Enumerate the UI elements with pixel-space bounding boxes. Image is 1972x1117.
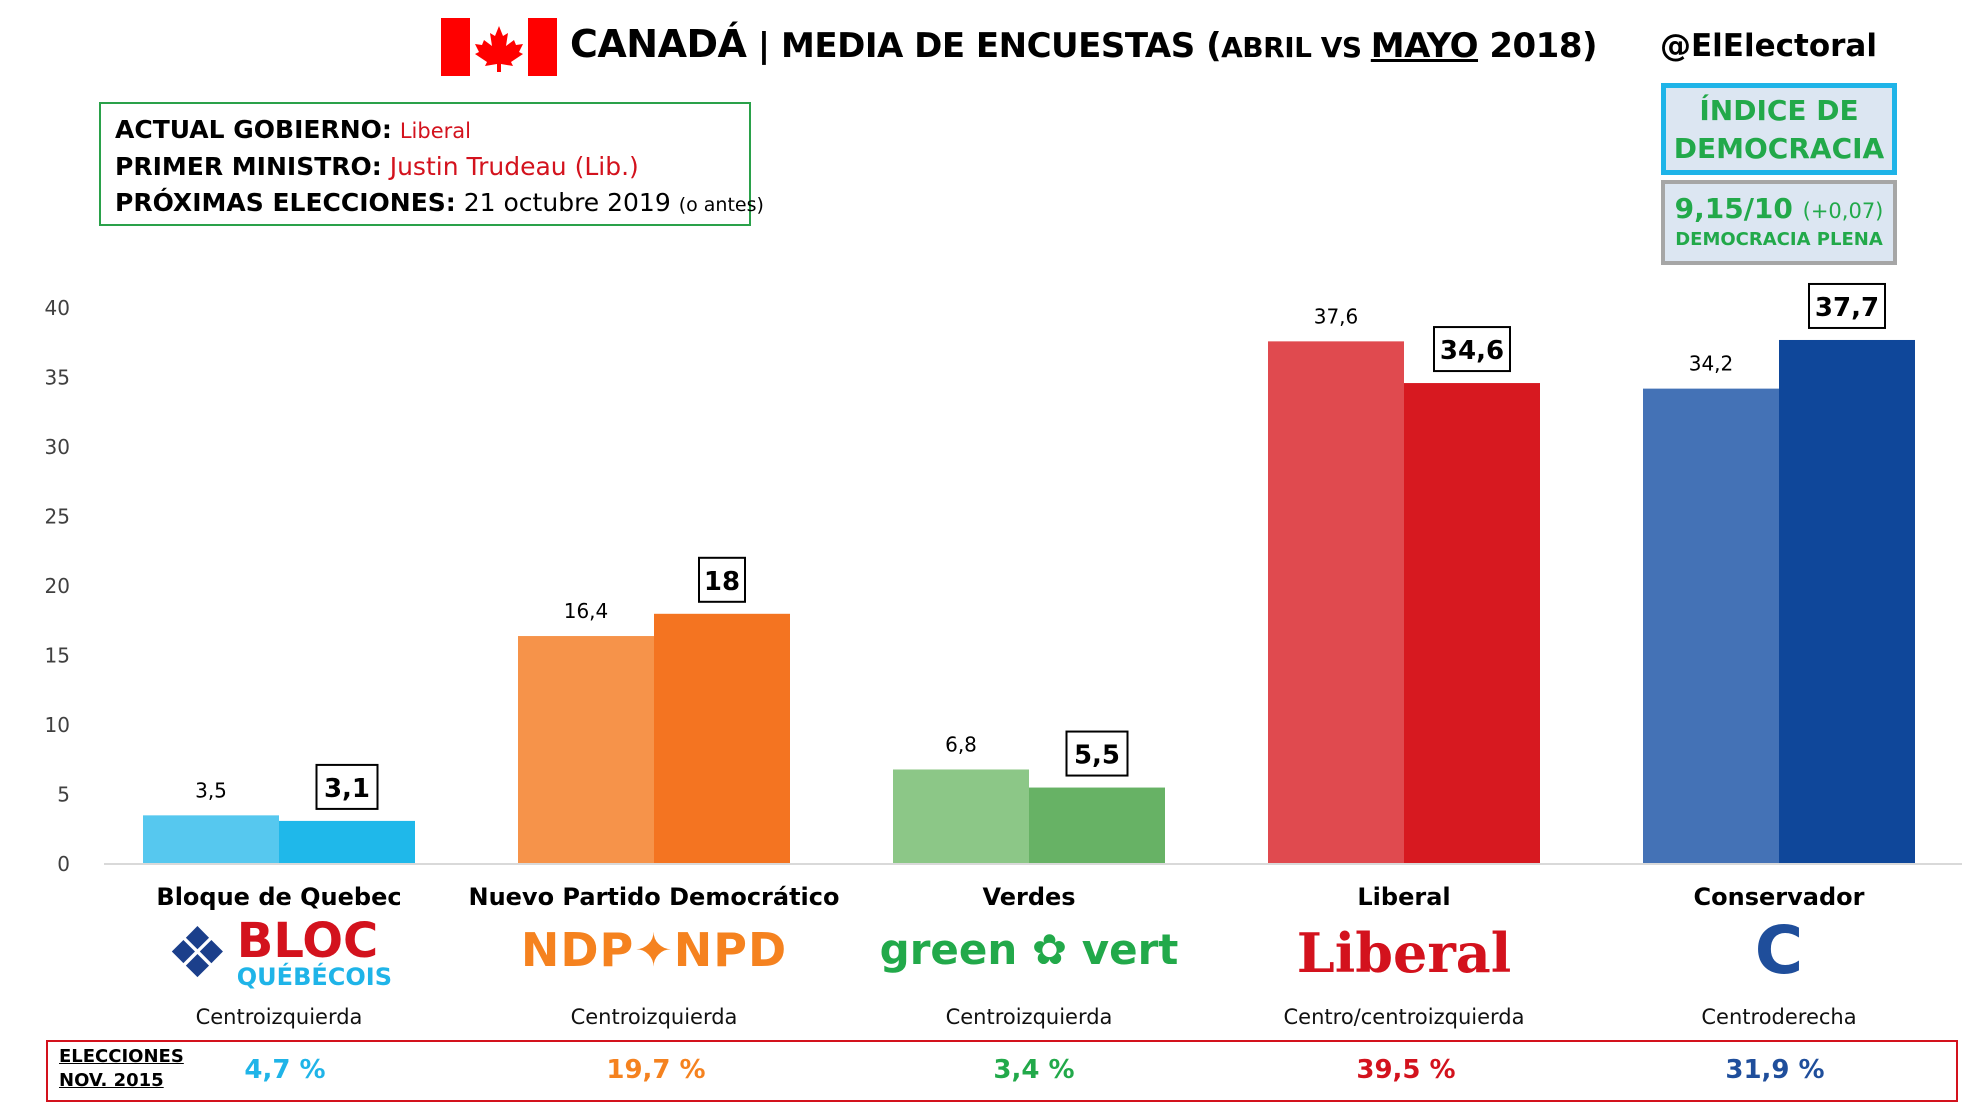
party-ideology: Centroizquierda [195,1005,363,1029]
bloc-logo-line2: QUÉBÉCOIS [236,963,392,991]
page-title: CANADÁ | MEDIA DE ENCUESTAS (ABRIL VS MA… [570,22,1598,66]
data-label-mayo: 34,6 [1440,336,1504,366]
data-label-mayo: 3,1 [324,774,370,804]
gov-label: ACTUAL GOBIERNO: [115,115,392,144]
y-tick-label: 30 [45,435,70,459]
data-label-abril: 6,8 [945,732,977,756]
bar-abril-4 [1643,388,1779,864]
bars [143,339,1915,865]
title-abril: ABRIL VS [1221,31,1371,64]
democracy-score-line: 9,15/10 (+0,07) [1665,192,1893,225]
result-2015-value: 39,5 % [1356,1055,1456,1085]
y-tick-label: 10 [45,713,70,737]
result-2015-value: 19,7 % [606,1055,706,1085]
democracy-category: DEMOCRACIA PLENA [1675,229,1883,250]
party-logo-icon: NDP✦NPD [464,918,844,982]
y-tick-label: 40 [45,296,70,320]
democracy-score: 9,15/10 [1674,192,1793,225]
green-logo-text: green ✿ vert [879,925,1179,974]
data-label-mayo: 18 [704,567,740,597]
data-label-mayo-box [315,763,379,810]
party-logo-icon: ❖ BLOC QUÉBÉCOIS [166,912,392,994]
result-2015-value: 3,4 % [993,1055,1075,1085]
democracy-index-score: 9,15/10 (+0,07) DEMOCRACIA PLENA [1661,180,1897,265]
bar-abril-1 [518,636,654,864]
bar-mayo-2 [1029,787,1165,864]
canada-flag-icon [441,18,557,76]
party-ideology: Centroderecha [1701,1005,1857,1029]
party-name: Nuevo Partido Democrático [468,883,840,911]
bar-mayo-1 [654,613,790,864]
data-labels: 3,5 3,1 16,4 18 6,8 5,5 37,6 34,6 34,2 37,7 [195,282,1886,810]
party-name: Liberal [1357,883,1451,911]
party-ideology: Centroizquierda [570,1005,738,1029]
y-axis: 0 5 10 15 20 25 30 35 40 [45,296,70,876]
democracy-title-line2: DEMOCRACIA [1673,132,1885,165]
bloc-logo-line1: BLOC [236,913,379,969]
next-label: PRÓXIMAS ELECCIONES: [115,188,456,217]
y-tick-label: 35 [45,366,70,390]
data-label-mayo-box [1065,730,1129,777]
y-tick-label: 0 [57,852,70,876]
data-label-abril: 34,2 [1689,352,1734,376]
democracy-title-line1: ÍNDICE DE [1699,94,1859,127]
results-2015-box [46,1040,1958,1102]
next-note: (o antes) [678,194,764,216]
pm-label: PRIMER MINISTRO: [115,152,382,181]
y-tick-label: 15 [45,644,70,668]
party-logo-icon: C [1589,918,1969,984]
party-ideology: Centro/centroizquierda [1283,1005,1525,1029]
party-name: Verdes [982,883,1076,911]
y-tick-label: 5 [57,783,70,807]
party-name: Bloque de Quebec [156,883,402,911]
title-mayo: MAYO [1370,26,1479,66]
data-label-abril: 3,5 [195,778,227,802]
bar-mayo-3 [1404,383,1540,864]
data-label-mayo-box [1808,282,1886,329]
title-country: CANADÁ [570,22,747,66]
democracy-delta: (+0,07) [1802,199,1884,223]
twitter-handle: @ElElectoral [1660,28,1877,64]
gov-line: ACTUAL GOBIERNO: Liberal [115,112,735,149]
pm-line: PRIMER MINISTRO: Justin Trudeau (Lib.) [115,149,735,185]
bar-mayo-4 [1779,339,1915,865]
data-label-abril: 16,4 [564,599,609,623]
government-info-box: ACTUAL GOBIERNO: Liberal PRIMER MINISTRO… [99,102,764,226]
democracy-index-title: ÍNDICE DE DEMOCRACIA [1661,83,1897,175]
results-2015-label: ELECCIONES NOV. 2015 [59,1045,184,1093]
results-label-line2: NOV. 2015 [59,1070,164,1091]
data-label-mayo-box [698,556,746,603]
result-2015-value: 4,7 % [244,1055,326,1085]
result-2015-value: 31,9 % [1725,1055,1825,1085]
y-tick-label: 20 [45,574,70,598]
bar-mayo-0 [279,820,415,864]
pm-value: Justin Trudeau (Lib.) [389,152,639,181]
next-value: 21 octubre 2019 [463,188,671,217]
party-name: Conservador [1693,883,1865,911]
conservative-logo-text: C [1754,912,1804,989]
bar-abril-0 [143,815,279,864]
next-election-line: PRÓXIMAS ELECCIONES: 21 octubre 2019 (o … [115,185,764,223]
title-subtitle: | MEDIA DE ENCUESTAS ( [746,26,1222,66]
y-tick-label: 25 [45,505,70,529]
data-label-mayo: 37,7 [1815,293,1879,323]
data-label-mayo: 5,5 [1074,741,1120,771]
data-label-mayo-box [1433,326,1511,373]
data-label-abril: 37,6 [1314,304,1359,328]
bar-abril-2 [893,769,1029,864]
party-logo-icon: green ✿ vert [839,918,1219,982]
bar-abril-3 [1268,341,1404,864]
gov-value: Liberal [399,119,471,143]
results-label-line1: ELECCIONES [59,1046,184,1067]
title-year: 2018) [1478,26,1598,66]
liberal-logo-text: Liberal [1296,921,1512,985]
ndp-logo-text: NDP✦NPD [520,923,788,977]
party-ideology: Centroizquierda [945,1005,1113,1029]
party-logo-icon: Liberal [1214,918,1594,988]
